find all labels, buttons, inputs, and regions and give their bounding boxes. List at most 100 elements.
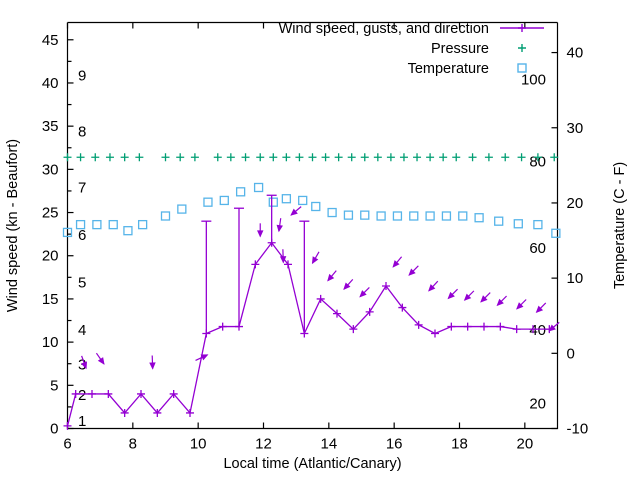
beaufort-label-8: 8 — [78, 123, 86, 140]
temperature-point — [123, 226, 133, 236]
legend-sample-plus[interactable] — [518, 24, 526, 32]
y-tick-label: 25 — [42, 205, 59, 222]
direction-arrowhead — [463, 293, 472, 301]
temperature-point — [203, 197, 213, 207]
wind-speed-point — [218, 322, 227, 331]
pressure-point — [426, 153, 435, 162]
y-tick-label: 45 — [42, 32, 59, 49]
wind-speed-point — [463, 322, 472, 331]
y2-tick-label: 10 — [567, 270, 584, 287]
inner-scale-labels: 1 2 3 4 5 6 7 8 9 20 40 60 80 100 — [78, 67, 546, 430]
temperature-point — [327, 207, 337, 218]
pressure-point — [269, 153, 278, 162]
wind-speed-point — [333, 309, 341, 318]
x-tick-label: 8 — [129, 436, 137, 453]
direction-arrowhead — [80, 361, 88, 370]
wind-speed-point — [284, 260, 292, 269]
temperature-point — [551, 228, 561, 238]
temperature-point — [425, 211, 435, 221]
y2-tick-label: 0 — [567, 345, 575, 362]
beaufort-label-9: 9 — [78, 67, 86, 84]
direction-arrowhead — [359, 290, 367, 298]
temperature-point — [235, 187, 246, 197]
wind-speed-point — [300, 329, 309, 338]
y-tick-label: 10 — [42, 334, 59, 351]
wind-speed-point — [398, 303, 407, 312]
x-tick-label: 20 — [516, 436, 533, 453]
wind-speed-point — [512, 325, 521, 334]
y-tick-label: 0 — [50, 421, 58, 438]
x-tick-label: 14 — [320, 436, 337, 453]
pressure-point — [413, 153, 422, 162]
temperature-point — [268, 197, 278, 207]
wind-speed-point — [529, 325, 537, 334]
y-tick-label: 30 — [42, 161, 59, 178]
pressure-point — [468, 153, 477, 162]
beaufort-label-3: 3 — [78, 357, 86, 374]
direction-arrowhead — [392, 260, 400, 268]
y2-tick-label: 20 — [567, 195, 584, 212]
pressure-point — [226, 153, 235, 162]
pressure-point — [386, 153, 395, 162]
direction-arrowhead — [408, 268, 416, 276]
fahrenheit-label-100: 100 — [521, 72, 546, 89]
wind-speed-point — [153, 408, 162, 417]
x-tick-label: 6 — [63, 436, 71, 453]
direction-arrowhead — [496, 298, 504, 307]
wind-speed-point — [414, 320, 423, 329]
direction-arrowhead — [279, 256, 287, 264]
y-tick-label: 20 — [42, 248, 59, 265]
beaufort-label-4: 4 — [78, 322, 86, 339]
fahrenheit-label-80: 80 — [529, 154, 546, 171]
temperature-point — [513, 219, 523, 229]
beaufort-label-5: 5 — [78, 275, 86, 292]
pressure-point — [176, 153, 185, 162]
pressure-point — [76, 153, 85, 162]
beaufort-label-7: 7 — [78, 180, 86, 197]
y-axis-title: Wind speed (kn - Beaufort) — [5, 139, 21, 312]
fahrenheit-label-60: 60 — [529, 240, 546, 257]
wind-speed-point — [382, 281, 390, 290]
y-tick-label: 35 — [42, 118, 59, 135]
legend-sample-square[interactable] — [517, 63, 527, 73]
x-tick-label: 12 — [255, 436, 272, 453]
pressure-point — [213, 153, 222, 162]
direction-arrowhead — [97, 357, 105, 365]
pressure-point — [373, 153, 382, 162]
wind-speed-point — [120, 408, 129, 417]
direction-arrowhead — [480, 295, 488, 303]
direction-arrowhead — [343, 282, 351, 290]
direction-arrowhead — [257, 230, 264, 238]
wind-speed-point — [235, 322, 243, 331]
fahrenheit-label-20: 20 — [529, 396, 546, 413]
wind-direction-arrows — [80, 206, 560, 370]
y2-tick-label: 30 — [567, 120, 584, 137]
wind-speed-point — [365, 307, 374, 316]
pressure-point — [91, 153, 100, 162]
pressure-point — [256, 153, 265, 162]
legend-sample-plus[interactable] — [518, 44, 526, 52]
wind-speed-point — [137, 389, 145, 398]
temperature-point — [75, 219, 86, 230]
pressure-point — [282, 153, 291, 162]
wind-speed-point — [349, 325, 358, 334]
wind-speed-point — [431, 329, 439, 338]
pressure-point — [241, 153, 250, 162]
x-axis-title: Local time (Atlantic/Canary) — [223, 456, 401, 472]
temperature-point — [343, 210, 354, 220]
y-tick-label: 40 — [42, 75, 59, 92]
temperature-point — [92, 219, 102, 230]
direction-arrowhead — [548, 324, 556, 332]
pressure-point — [533, 153, 542, 162]
temperature-point — [494, 216, 504, 226]
y-tick-label: 5 — [50, 377, 58, 394]
pressure-point — [360, 153, 369, 162]
temperature-point — [533, 219, 543, 230]
direction-arrowhead — [428, 284, 436, 292]
y2-tick-label: 40 — [567, 45, 584, 62]
chart-legend[interactable]: Wind speed, gusts, and direction Pressure… — [279, 21, 544, 77]
legend-label-0: Wind speed, gusts, and direction — [279, 21, 489, 37]
temperature-point — [474, 213, 484, 223]
wind-speed-point — [251, 260, 260, 269]
